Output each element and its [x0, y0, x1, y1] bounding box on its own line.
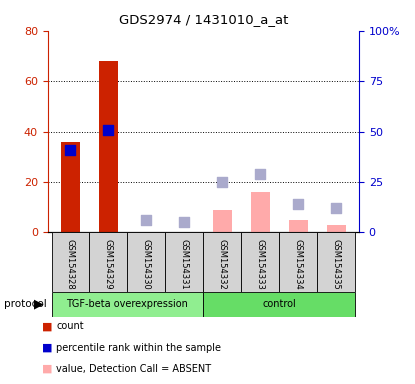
- Point: [333, 205, 339, 211]
- Bar: [327, 225, 346, 232]
- Point: [105, 126, 112, 132]
- Bar: [213, 210, 232, 232]
- Bar: [99, 61, 118, 232]
- Bar: [90, 232, 127, 292]
- Text: protocol: protocol: [4, 299, 47, 310]
- Text: GSM154335: GSM154335: [332, 240, 341, 290]
- Text: GSM154332: GSM154332: [218, 240, 227, 290]
- Text: GSM154328: GSM154328: [66, 240, 75, 290]
- Bar: [279, 232, 317, 292]
- Text: control: control: [262, 299, 296, 310]
- Text: ■: ■: [42, 321, 53, 331]
- Bar: [251, 192, 270, 232]
- Text: count: count: [56, 321, 84, 331]
- Bar: [203, 232, 241, 292]
- Text: GSM154331: GSM154331: [180, 240, 189, 290]
- Point: [219, 179, 226, 185]
- Bar: [127, 232, 166, 292]
- Text: TGF-beta overexpression: TGF-beta overexpression: [66, 299, 188, 310]
- Bar: [241, 232, 279, 292]
- Bar: [203, 292, 355, 317]
- Bar: [289, 220, 308, 232]
- Point: [295, 201, 302, 207]
- Bar: [317, 232, 355, 292]
- Text: percentile rank within the sample: percentile rank within the sample: [56, 343, 221, 353]
- Point: [67, 147, 74, 153]
- Text: ■: ■: [42, 364, 53, 374]
- Bar: [51, 292, 203, 317]
- Text: ■: ■: [42, 343, 53, 353]
- Bar: [61, 142, 80, 232]
- Text: GSM154334: GSM154334: [294, 240, 303, 290]
- Text: GSM154330: GSM154330: [142, 240, 151, 290]
- Bar: [51, 232, 90, 292]
- Text: GDS2974 / 1431010_a_at: GDS2974 / 1431010_a_at: [119, 13, 288, 26]
- Text: ▶: ▶: [34, 298, 44, 311]
- Text: GSM154333: GSM154333: [256, 240, 265, 290]
- Point: [143, 217, 150, 223]
- Text: value, Detection Call = ABSENT: value, Detection Call = ABSENT: [56, 364, 211, 374]
- Point: [181, 219, 188, 225]
- Point: [257, 171, 264, 177]
- Text: GSM154329: GSM154329: [104, 240, 113, 290]
- Bar: [166, 232, 203, 292]
